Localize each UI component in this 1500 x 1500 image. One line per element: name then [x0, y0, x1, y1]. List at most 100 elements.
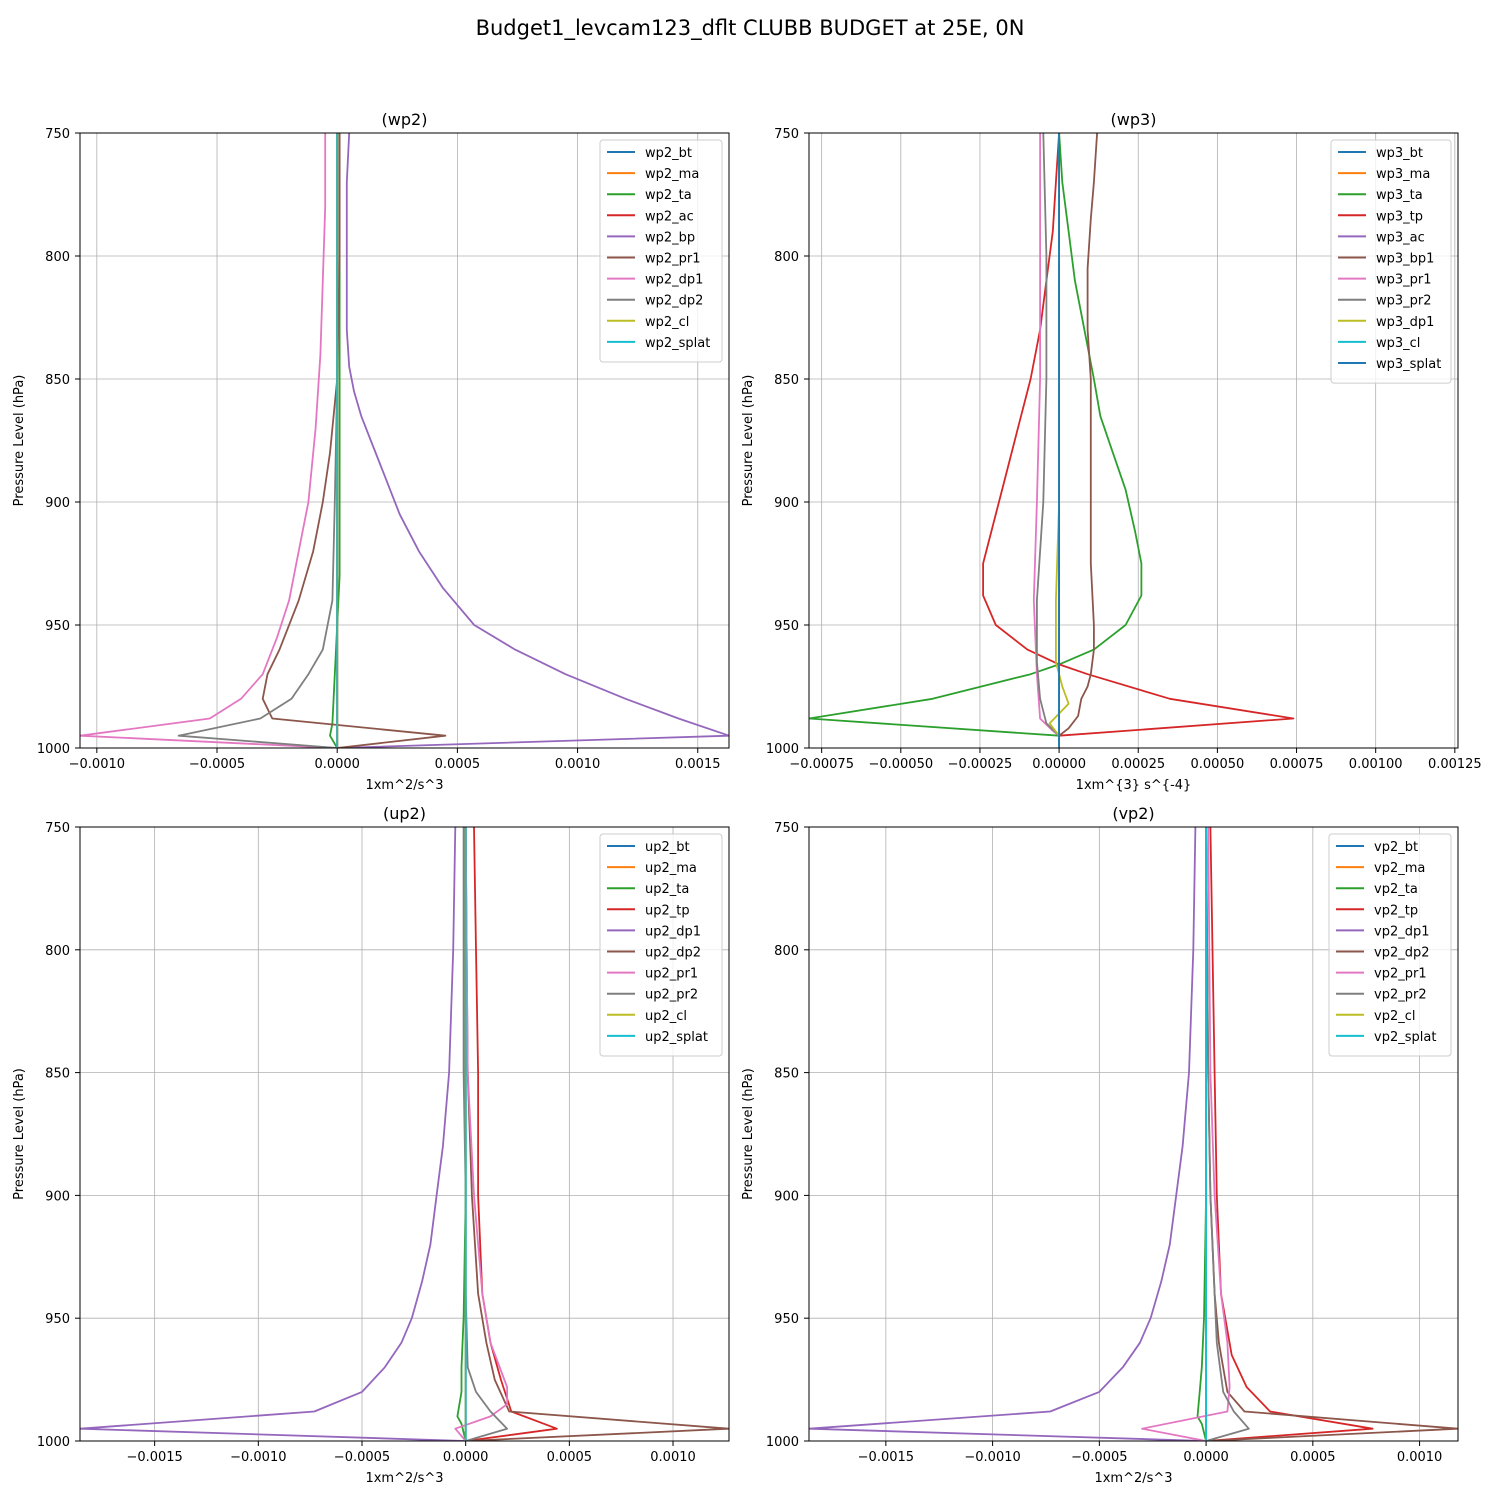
- wp3-legend-box: [1330, 139, 1452, 384]
- vp2-panel-title: (vp2): [1112, 804, 1154, 823]
- vp2-legend-box: [1328, 833, 1452, 1057]
- vp2-legend: vp2_bt vp2_ma vp2_ta vp2_tp vp2_dp1 vp2_dp2vp…: [1328, 833, 1452, 1057]
- wp3-axes-frame: [808, 132, 1459, 749]
- wp2-series-line-wp2_bp: [337, 133, 729, 748]
- vp2-legend-label: vp2_tp: [1374, 903, 1418, 918]
- wp3-ytick-label: 850: [774, 373, 799, 388]
- wp3-xtick-label: 0.00000: [1032, 757, 1086, 772]
- wp2-series-line-wp2_dp1: [80, 133, 338, 748]
- wp2-ytick-label: 750: [45, 127, 70, 142]
- up2-series-line-up2_pr2: [462, 827, 509, 1441]
- wp2-axes-frame: [79, 132, 730, 749]
- wp2-series-line-wp2_dp2: [177, 133, 339, 748]
- up2-ytick-label: 800: [45, 944, 70, 959]
- up2-series-group: [80, 827, 729, 1441]
- vp2-ytick-label: 1000: [766, 1435, 799, 1450]
- wp2-xtick-label: −0.0005: [189, 757, 245, 772]
- vp2-legend-label: vp2_cl: [1374, 1009, 1415, 1024]
- up2-xtick-label: −0.0010: [230, 1450, 286, 1465]
- up2-series-line-up2_pr1: [454, 827, 509, 1441]
- wp2-legend-label: wp2_dp2: [645, 294, 703, 309]
- wp3-panel-title: (wp3): [1111, 110, 1157, 129]
- wp3-ytick-label: 750: [774, 127, 799, 142]
- wp3-legend-label: wp3_pr2: [1376, 294, 1432, 309]
- vp2-ytick-label: 850: [774, 1067, 799, 1082]
- panel-wp2: −0.0010 −0.0005 0.0000 0.0005 0.0010 0.0015 75…: [12, 110, 730, 793]
- up2-legend-label: up2_ma: [645, 861, 697, 876]
- vp2-axes-frame: [808, 826, 1459, 1442]
- up2-legend-label: up2_dp2: [645, 946, 701, 961]
- up2-series-line-up2_tp: [465, 827, 558, 1441]
- vp2-xtick-label: 0.0010: [1397, 1450, 1443, 1465]
- wp2-legend-label: wp2_cl: [645, 315, 689, 330]
- wp2-y-axis-label: Pressure Level (hPa): [12, 375, 27, 507]
- wp3-ytick-label: 900: [774, 496, 799, 511]
- wp3-xtick-label: −0.00050: [868, 757, 933, 772]
- vp2-xtick-label: −0.0005: [1071, 1450, 1127, 1465]
- vp2-xtick-label: 0.0005: [1290, 1450, 1336, 1465]
- wp2-xtick-label: 0.0005: [435, 757, 481, 772]
- wp3-legend-label: wp3_ma: [1376, 167, 1430, 182]
- vp2-series-line-vp2_tp: [1206, 827, 1374, 1441]
- wp2-legend-label: wp2_bt: [645, 146, 692, 161]
- vp2-series-line-vp2_ta: [1196, 827, 1207, 1441]
- vp2-series-line-vp2_pr2: [1205, 827, 1250, 1441]
- wp2-xtick-label: −0.0010: [69, 757, 125, 772]
- wp2-ytick-label: 950: [45, 619, 70, 634]
- wp3-xtick-label: 0.00100: [1349, 757, 1403, 772]
- up2-panel-title: (up2): [383, 804, 426, 823]
- vp2-ytick-label: 800: [774, 944, 799, 959]
- up2-legend-box: [599, 833, 723, 1057]
- wp3-legend-label: wp3_splat: [1376, 357, 1441, 372]
- vp2-legend-label: vp2_pr2: [1374, 988, 1427, 1003]
- wp3-legend-label: wp3_dp1: [1376, 315, 1434, 330]
- wp2-ytick-label: 900: [45, 496, 70, 511]
- vp2-legend-label: vp2_bt: [1374, 840, 1418, 855]
- wp3-y-axis-label: Pressure Level (hPa): [741, 375, 756, 507]
- wp2-legend-label: wp2_ta: [645, 188, 692, 203]
- up2-ytick-label: 850: [45, 1067, 70, 1082]
- up2-ytick-label: 900: [45, 1189, 70, 1204]
- up2-legend-label: up2_dp1: [645, 924, 701, 939]
- up2-xtick-label: 0.0010: [650, 1450, 696, 1465]
- vp2-xtick-label: −0.0015: [858, 1450, 914, 1465]
- up2-legend-label: up2_splat: [645, 1030, 708, 1045]
- wp2-legend-label: wp2_ma: [645, 167, 699, 182]
- wp3-legend-label: wp3_bp1: [1376, 252, 1434, 267]
- wp2-series-line-wp2_ta: [329, 133, 341, 748]
- wp3-series-line-wp3_pr2: [1036, 133, 1060, 748]
- up2-xtick-label: 0.0005: [547, 1450, 593, 1465]
- wp2-legend-label: wp2_dp1: [645, 273, 703, 288]
- wp3-xtick-label: 0.00025: [1111, 757, 1165, 772]
- vp2-legend-label: vp2_ma: [1374, 861, 1425, 876]
- wp2-legend-label: wp2_splat: [645, 336, 710, 351]
- wp3-legend: wp3_bt wp3_ma wp3_ta wp3_tp wp3_ac wp3_bp1 wp3…: [1330, 139, 1452, 384]
- wp2-ytick-label: 800: [45, 250, 70, 265]
- vp2-series-line-vp2_dp1: [809, 827, 1207, 1441]
- up2-axes-frame: [79, 826, 730, 1442]
- vp2-ytick-label: 950: [774, 1312, 799, 1327]
- wp3-legend-label: wp3_ta: [1376, 188, 1423, 203]
- up2-legend-label: up2_pr1: [645, 967, 698, 982]
- wp2-legend-label: wp2_pr1: [645, 252, 701, 267]
- wp2-series-group: [80, 133, 729, 748]
- wp2-xtick-label: 0.0015: [675, 757, 721, 772]
- wp3-xtick-label: −0.00025: [948, 757, 1013, 772]
- wp2-ytick-label: 1000: [37, 742, 70, 757]
- wp2-x-axis-label: 1xm^2/s^3: [365, 778, 443, 793]
- wp3-xtick-label: 0.00075: [1270, 757, 1324, 772]
- up2-ytick-label: 950: [45, 1312, 70, 1327]
- wp3-ytick-label: 800: [774, 250, 799, 265]
- wp2-panel-title: (wp2): [382, 110, 428, 129]
- up2-ytick-label: 750: [45, 821, 70, 836]
- wp3-series-line-wp3_bp1: [1058, 133, 1098, 748]
- wp3-legend-label: wp3_pr1: [1376, 273, 1432, 288]
- vp2-y-axis-label: Pressure Level (hPa): [741, 1068, 756, 1200]
- up2-legend-label: up2_bt: [645, 840, 690, 855]
- vp2-series-line-vp2_pr1: [1141, 827, 1231, 1441]
- vp2-legend-label: vp2_dp2: [1374, 946, 1430, 961]
- vp2-xtick-label: 0.0000: [1183, 1450, 1229, 1465]
- wp3-series-group: [809, 133, 1295, 748]
- wp2-ytick-label: 850: [45, 373, 70, 388]
- up2-legend-label: up2_pr2: [645, 988, 698, 1003]
